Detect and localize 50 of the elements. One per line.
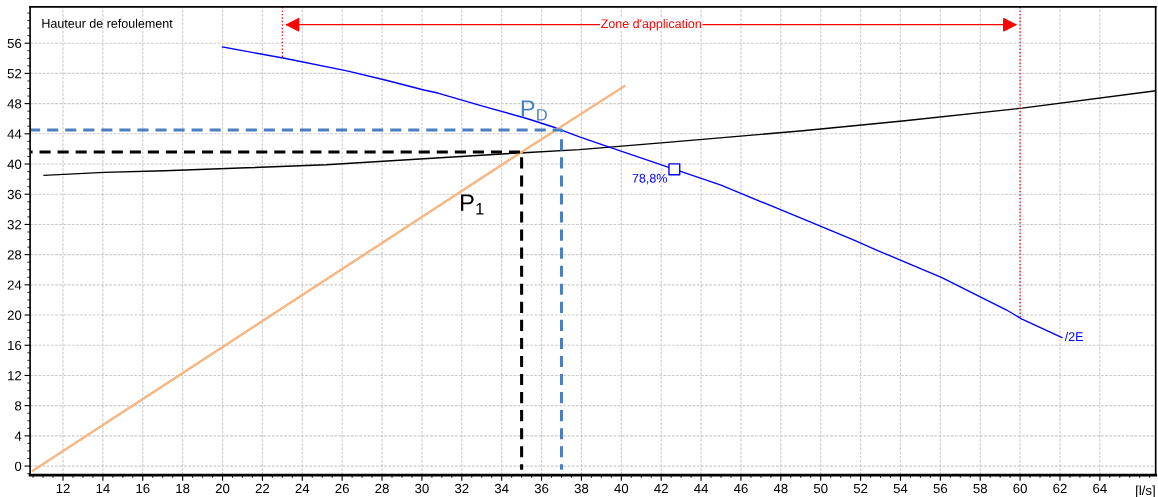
x-tick-label: 44 bbox=[694, 483, 709, 494]
x-tick-label: 62 bbox=[1053, 483, 1067, 494]
y-tick-label: 44 bbox=[7, 129, 22, 139]
x-tick-label: 32 bbox=[454, 483, 469, 494]
x-tick-label: 34 bbox=[494, 483, 509, 494]
x-tick-label: 64 bbox=[1093, 483, 1107, 494]
x-tick-label: 12 bbox=[56, 483, 70, 494]
x-tick-label: 50 bbox=[813, 483, 828, 494]
y-axis-title: Hauteur de refoulement bbox=[42, 18, 173, 28]
x-tick-label: 20 bbox=[215, 483, 230, 494]
x-tick-label: 28 bbox=[375, 483, 389, 494]
y-tick-label: 0 bbox=[14, 461, 22, 471]
line-series bbox=[221, 46, 1063, 339]
y-tick-label: 20 bbox=[7, 310, 22, 320]
y-tick-label: 40 bbox=[7, 159, 22, 169]
x-tick-label: 16 bbox=[136, 483, 150, 494]
x-tick-label: 46 bbox=[733, 483, 748, 494]
x-tick-label: 58 bbox=[973, 483, 987, 494]
x-tick-label: 54 bbox=[893, 483, 908, 494]
y-tick-label: 36 bbox=[7, 189, 22, 200]
y-tick-label: 56 bbox=[7, 38, 22, 49]
x-tick-label: 24 bbox=[295, 483, 310, 494]
x-tick-label: 42 bbox=[654, 483, 668, 494]
y-tick-label: 52 bbox=[7, 68, 22, 79]
annotation: 78,8% bbox=[632, 173, 667, 185]
series-label: P$_{1}$ bbox=[461, 194, 484, 215]
y-tick-label: 32 bbox=[7, 220, 22, 230]
x-tick-label: 18 bbox=[176, 483, 190, 494]
x-tick-label: 36 bbox=[534, 483, 549, 494]
x-tick-label: 56 bbox=[933, 483, 948, 494]
x-axis-title: [l/s] bbox=[1136, 485, 1155, 497]
y-tick-label: 48 bbox=[7, 99, 22, 109]
series-label: /2E bbox=[1064, 331, 1083, 342]
x-tick-label: 48 bbox=[773, 483, 788, 494]
y-tick-label: 8 bbox=[15, 401, 22, 411]
x-tick-label: 26 bbox=[335, 483, 349, 494]
x-tick-label: 60 bbox=[1013, 483, 1027, 494]
x-tick-label: 22 bbox=[255, 483, 270, 494]
y-tick-label: 12 bbox=[8, 371, 22, 381]
x-tick-label: 40 bbox=[614, 483, 629, 494]
x-tick-label: 38 bbox=[574, 483, 589, 494]
y-tick-label: 4 bbox=[14, 431, 22, 441]
x-tick-label: 52 bbox=[853, 483, 868, 494]
y-tick-label: 28 bbox=[7, 250, 22, 260]
x-tick-label: 30 bbox=[415, 483, 429, 494]
series-label: P$_{D}$ bbox=[521, 100, 547, 121]
y-tick-label: 16 bbox=[8, 340, 22, 351]
x-tick-label: 14 bbox=[96, 483, 110, 494]
annotation: Zone d'application bbox=[601, 18, 701, 31]
y-tick-label: 24 bbox=[7, 280, 22, 290]
